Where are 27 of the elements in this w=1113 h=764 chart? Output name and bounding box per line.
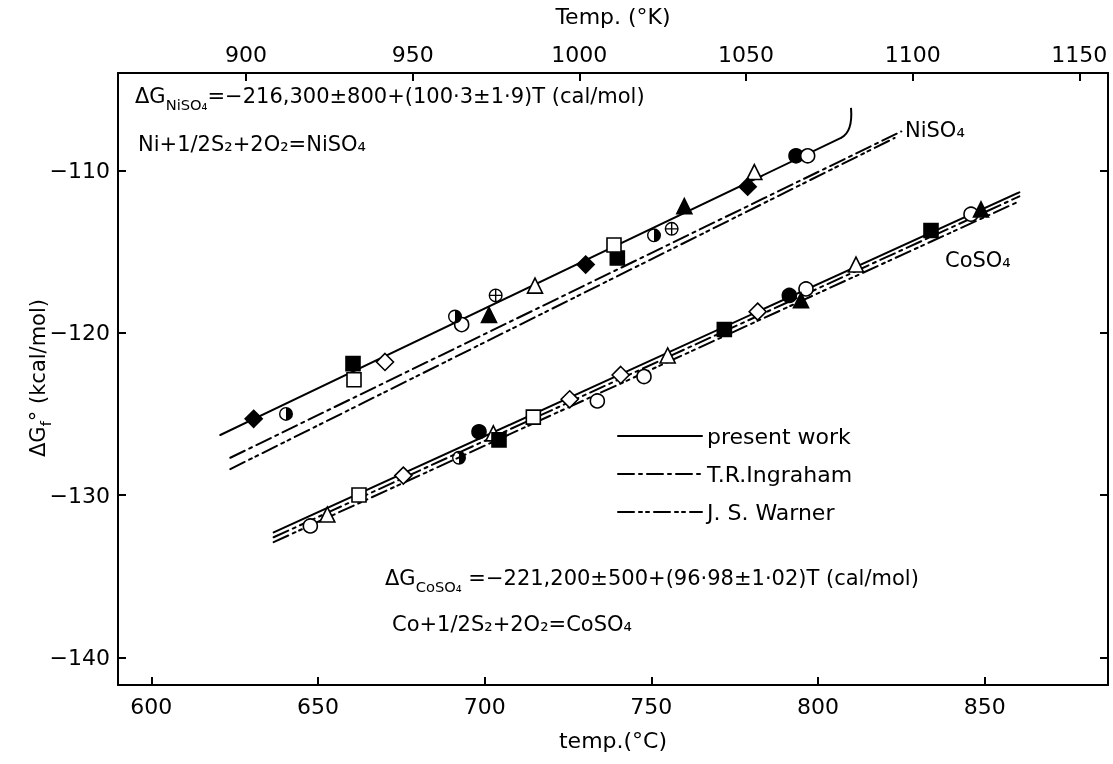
x2-axis-title: Temp. (°K) [554,3,671,29]
annotation: NiSO₄ [905,118,965,142]
y-tick-label: −110 [49,157,110,183]
x2-tick-label: 950 [391,41,434,67]
legend-label: J. S. Warner [705,499,836,525]
annotation: Ni+1/2S₂+2O₂=NiSO₄ [138,132,367,156]
x-tick-label: 600 [130,693,173,719]
legend-label: present work [707,423,852,449]
annotation: CoSO₄ [945,248,1011,272]
x-axis-title: temp.(°C) [558,727,668,753]
annotation: Co+1/2S₂+2O₂=CoSO₄ [392,612,632,636]
y-tick-label: −130 [49,482,110,508]
y-tick-label: −120 [49,320,110,346]
x2-tick-label: 1100 [884,41,941,67]
x2-tick-label: 1150 [1051,41,1108,67]
x2-tick-label: 1000 [551,41,608,67]
y-tick-label: −140 [49,644,110,670]
x2-tick-label: 1050 [718,41,774,67]
x-tick-label: 700 [463,693,506,719]
annotation: ΔG$_{CoSO₄}$ =−221,200±500+(96·98±1·02)T (cal/mol) [385,566,919,595]
x-tick-label: 650 [297,693,339,719]
x-tick-label: 850 [963,693,1006,719]
x-tick-label: 750 [630,693,673,719]
x-tick-label: 800 [797,693,839,719]
annotation: ΔG$_{NiSO₄}$=−216,300±800+(100·3±1·9)T (cal/mol) [135,84,645,113]
legend-label: T.R.Ingraham [706,461,853,487]
x2-tick-label: 900 [225,41,267,67]
